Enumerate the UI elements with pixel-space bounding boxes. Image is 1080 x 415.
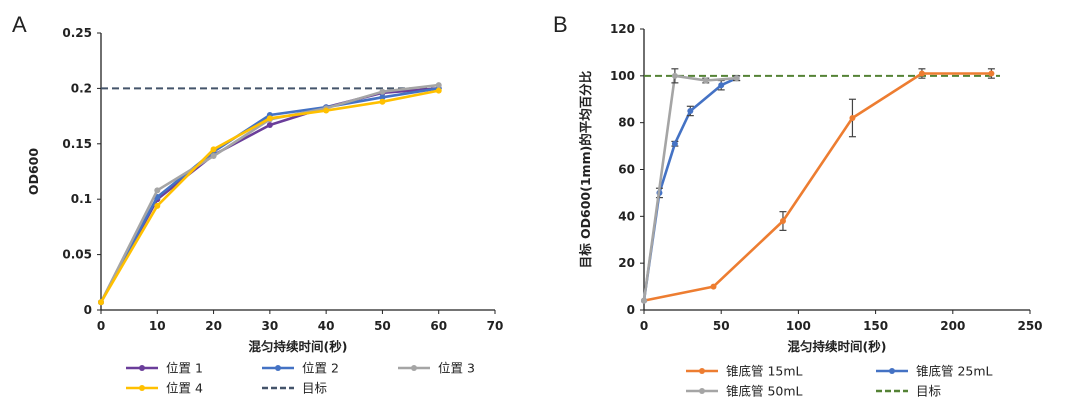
- legend-label: 位置 4: [166, 381, 203, 396]
- y-tick-label: 0: [627, 303, 635, 317]
- legend-marker: [139, 365, 145, 371]
- legend-label: 位置 3: [438, 361, 475, 376]
- legend-label: 锥底管 50mL: [726, 384, 803, 399]
- data-point: [641, 297, 647, 304]
- legend-label: 目标: [916, 384, 941, 399]
- x-tick-label: 10: [149, 319, 166, 333]
- data-point: [435, 87, 442, 94]
- x-tick-label: 40: [318, 319, 335, 333]
- data-point: [718, 82, 725, 89]
- y-axis-title: OD600: [26, 148, 41, 195]
- data-point: [733, 75, 740, 82]
- series-line-3: [642, 74, 737, 301]
- chart-a: 0 10 20 30 40 50 60 70 0 0.05 0.1 0.15 0.2 0.25 混匀持续时间…: [26, 26, 503, 354]
- data-point: [671, 72, 678, 79]
- x-tick-label: 200: [940, 319, 965, 333]
- y-tick-label: 40: [618, 209, 635, 223]
- x-tick-label: 60: [430, 319, 447, 333]
- data-point: [266, 115, 273, 122]
- data-point: [779, 218, 786, 225]
- chart-b: 0 50 100 150 200 250 0 20 40 60 80 100 120 混匀持续时间(秒) 目…: [578, 22, 1043, 354]
- x-tick-label: 0: [97, 319, 105, 333]
- x-tick-label: 250: [1017, 319, 1042, 333]
- legend-label: 锥底管 15mL: [726, 364, 803, 379]
- data-point: [323, 107, 330, 114]
- x-tick-label: 0: [640, 319, 648, 333]
- series-line-1: [643, 72, 992, 302]
- x-tick-label: 30: [262, 319, 279, 333]
- panel-b-letter: B: [553, 12, 568, 37]
- legend-label: 锥底管 25mL: [916, 364, 993, 379]
- x-axis-title: 混匀持续时间(秒): [788, 339, 887, 354]
- data-point: [154, 187, 161, 194]
- data-point: [849, 114, 856, 121]
- data-point: [988, 70, 995, 77]
- y-tick-label: 80: [618, 116, 635, 130]
- y-tick-label: 20: [618, 256, 635, 270]
- legend-marker: [275, 365, 281, 371]
- data-point: [702, 77, 709, 84]
- panel-a-letter: A: [12, 12, 27, 37]
- data-point: [210, 152, 217, 159]
- y-tick-label: 120: [610, 22, 635, 36]
- data-point: [379, 94, 386, 101]
- data-point: [379, 98, 386, 105]
- y-tick-label: 0.1: [71, 192, 92, 206]
- legend-marker: [139, 385, 145, 391]
- x-tick-label: 100: [786, 319, 811, 333]
- data-point: [435, 82, 442, 89]
- x-tick-label: 150: [863, 319, 888, 333]
- y-tick-label: 0.2: [71, 81, 92, 95]
- data-point: [687, 107, 694, 114]
- legend-label: 位置 2: [302, 361, 339, 376]
- legend-marker: [699, 368, 705, 374]
- legend-marker: [411, 365, 417, 371]
- legend-a: 位置 1 位置 2 位置 3 位置 4 目标: [126, 361, 475, 396]
- y-tick-label: 100: [610, 69, 635, 83]
- legend-b: 锥底管 15mL 锥底管 25mL 锥底管 50mL 目标: [686, 364, 993, 399]
- data-point: [266, 121, 273, 128]
- legend-marker: [699, 388, 705, 394]
- x-tick-label: 50: [713, 319, 730, 333]
- x-tick-label: 70: [487, 319, 504, 333]
- y-axis-title: 目标 OD600(1mm)的平均百分比: [578, 70, 593, 268]
- data-point: [918, 70, 925, 77]
- y-tick-label: 0: [84, 303, 92, 317]
- data-point: [671, 140, 678, 147]
- y-tick-label: 0.15: [62, 137, 92, 151]
- legend-marker: [889, 368, 895, 374]
- data-point: [210, 146, 217, 153]
- data-point: [154, 202, 161, 209]
- x-axis-title: 混匀持续时间(秒): [249, 339, 348, 354]
- data-point: [710, 283, 717, 290]
- legend-label: 目标: [302, 381, 327, 396]
- x-tick-label: 50: [374, 319, 391, 333]
- y-tick-label: 0.25: [62, 26, 92, 40]
- y-tick-label: 60: [618, 163, 635, 177]
- y-tick-label: 0.05: [62, 248, 92, 262]
- data-point: [98, 299, 104, 306]
- legend-label: 位置 1: [166, 361, 203, 376]
- data-point: [379, 88, 386, 95]
- x-tick-label: 20: [205, 319, 222, 333]
